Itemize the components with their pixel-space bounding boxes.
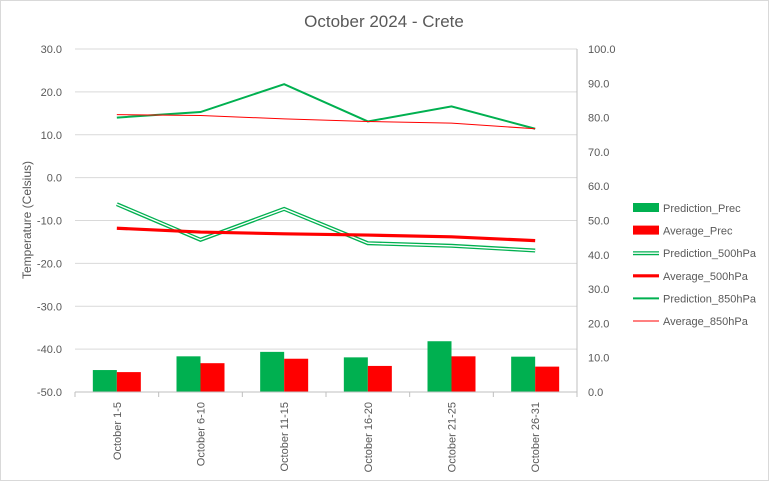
legend-swatch [633,203,659,212]
y2-tick-label: 60.0 [588,181,609,193]
y2-tick-label: 80.0 [588,113,609,125]
x-tick-label: October 11-15 [279,402,291,472]
bar [451,356,476,392]
series-line [116,202,536,253]
x-tick-label: October 26-31 [530,402,542,472]
y-tick-label: -50.0 [37,387,62,399]
y-axis-title: Temperature (Celsius) [20,161,34,279]
legend-label: Prediction_850hPa [663,293,757,305]
bar [116,372,141,392]
bar [284,358,309,392]
y-tick-label: 20.0 [41,87,62,99]
series-line [116,203,536,252]
y2-tick-label: 40.0 [588,250,609,262]
y2-tick-label: 10.0 [588,353,609,365]
bars [92,341,560,392]
y2-tick-label: 0.0 [588,387,603,399]
y2-tick-label: 90.0 [588,78,609,90]
bar [367,365,392,392]
y-tick-label: 30.0 [41,44,62,56]
bar [200,363,225,392]
series-line [116,83,536,130]
legend-label: Average_500hPa [663,271,749,283]
y-tick-label: -40.0 [37,344,62,356]
y-tick-label: -30.0 [37,301,62,313]
bar [427,341,452,392]
y-tick-label: 10.0 [41,130,62,142]
y2-tick-label: 50.0 [588,216,609,228]
y2-tick-label: 70.0 [588,147,609,159]
bar [260,351,285,392]
x-tick-label: October 1-5 [112,402,124,460]
bar [176,356,201,392]
y2-tick-label: 20.0 [588,318,609,330]
lines [116,83,536,253]
x-tick-label: October 6-10 [196,402,208,466]
legend: Prediction_Prec Average_Prec Prediction_50… [633,203,757,328]
legend-label: Prediction_500hPa [663,248,757,260]
axes: -50.0 -40.0 -30.0 -20.0 -10.0 0.0 10.0 20.0 30.0… [37,44,616,472]
legend-label: Average_Prec [663,226,733,238]
y2-tick-label: 30.0 [588,284,609,296]
y-tick-label: -20.0 [37,258,62,270]
bar [92,370,117,392]
legend-swatch [633,225,659,235]
bar [343,357,368,392]
y-tick-label: 0.0 [47,173,62,185]
series-line [116,226,536,243]
x-tick-label: October 21-25 [447,402,459,472]
series-line [116,114,536,130]
chart-title: October 2024 - Crete [304,12,464,31]
legend-label: Average_850hPa [663,316,749,328]
bar [511,356,536,392]
bar [535,366,560,392]
y2-tick-label: 100.0 [588,44,616,56]
gridlines [75,48,577,350]
legend-label: Prediction_Prec [663,203,741,215]
y-tick-label: -10.0 [37,216,62,228]
x-tick-label: October 16-20 [363,402,375,472]
